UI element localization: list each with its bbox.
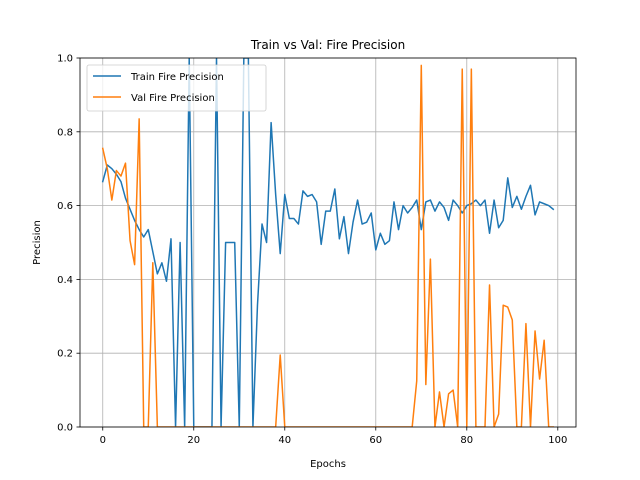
x-tick-label: 80 bbox=[460, 435, 473, 446]
x-axis-label: Epochs bbox=[310, 459, 346, 470]
x-tick-label: 0 bbox=[100, 435, 106, 446]
x-tick-label: 20 bbox=[187, 435, 200, 446]
legend-label: Train Fire Precision bbox=[130, 72, 224, 83]
y-tick-label: 0.0 bbox=[57, 423, 73, 434]
chart-title: Train vs Val: Fire Precision bbox=[250, 38, 405, 52]
series-layer bbox=[101, 58, 555, 427]
y-tick-label: 0.2 bbox=[57, 349, 73, 360]
legend-box bbox=[86, 64, 267, 112]
legend: Train Fire Precision Val Fire Precision bbox=[86, 64, 267, 112]
ticks: 0 20 40 60 80 100 0.0 0.2 0.4 0.6 0.8 1.0 bbox=[57, 54, 567, 447]
y-tick-label: 1.0 bbox=[57, 54, 73, 65]
y-tick-label: 0.4 bbox=[57, 275, 73, 286]
x-tick-label: 40 bbox=[278, 435, 291, 446]
legend-label: Val Fire Precision bbox=[131, 93, 215, 104]
y-tick-label: 0.8 bbox=[57, 127, 73, 138]
y-tick-label: 0.6 bbox=[57, 201, 73, 212]
x-tick-label: 60 bbox=[369, 435, 382, 446]
y-axis-label: Precision bbox=[32, 220, 43, 265]
series-line-train bbox=[101, 58, 555, 427]
x-tick-label: 100 bbox=[548, 435, 567, 446]
plot-frame bbox=[79, 57, 577, 428]
